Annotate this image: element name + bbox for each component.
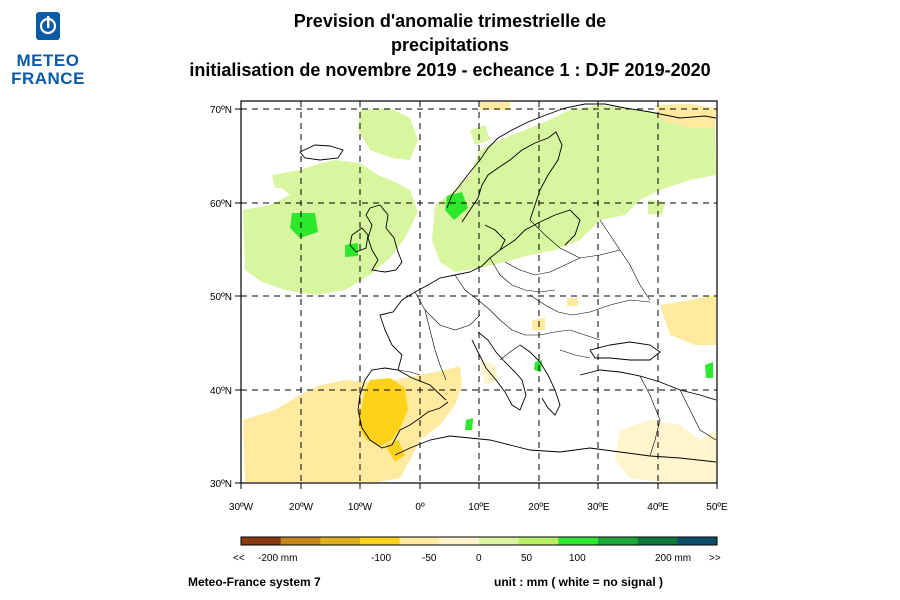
lon-label-0: 0º: [415, 502, 425, 513]
title-line-3: initialisation de novembre 2019 - echean…: [189, 60, 711, 80]
lon-label-30e: 30ºE: [587, 502, 609, 513]
colorbar-swatch: [637, 537, 678, 545]
lon-label-30w: 30ºW: [229, 502, 254, 513]
colorbar-swatch: [320, 537, 361, 545]
logo-emblem-icon: [36, 12, 60, 40]
colorbar-label-50: 50: [521, 553, 533, 564]
colorbar-label-200: 200 mm: [655, 553, 692, 564]
colorbar-swatch: [360, 537, 401, 545]
lon-label-10w: 10ºW: [348, 502, 373, 513]
country-borders: [397, 219, 717, 457]
colorbar-label-minus-50: -50: [422, 553, 437, 564]
colorbar-label-zero: 0: [476, 553, 482, 564]
colorbar-label-minus-200: -200 mm: [258, 553, 298, 564]
unit-note: unit : mm ( white = no signal ): [494, 575, 664, 589]
lat-label-30n: 30ºN: [210, 479, 232, 490]
colorbar-swatch: [439, 537, 480, 545]
lon-label-10e: 10ºE: [468, 502, 490, 513]
lon-label-20w: 20ºW: [289, 502, 314, 513]
lat-label-60n: 60ºN: [210, 199, 232, 210]
lat-label-70n: 70ºN: [210, 105, 232, 116]
colorbar-swatch: [558, 537, 599, 545]
logo-text-france: FRANCE: [11, 69, 85, 88]
meteo-france-logo: METEO FRANCE: [8, 8, 88, 90]
graticule: [241, 101, 717, 483]
colorbar-swatch: [677, 537, 718, 545]
lon-label-20e: 20ºE: [528, 502, 550, 513]
colorbar-frame: [240, 536, 718, 546]
model-name: Meteo-France system 7: [188, 575, 321, 589]
colorbar-swatch: [479, 537, 520, 545]
lat-label-50n: 50ºN: [210, 292, 232, 303]
anomaly-shading: [243, 102, 716, 482]
colorbar: [240, 536, 718, 546]
colorbar-label-100: 100: [569, 553, 586, 564]
lon-label-50e: 50ºE: [706, 502, 728, 513]
colorbar-left-arrow: <<: [233, 553, 245, 564]
latitude-labels: 30ºN 40ºN 50ºN 60ºN 70ºN: [210, 105, 232, 490]
colorbar-swatch: [399, 537, 440, 545]
tick-marks: [235, 108, 718, 489]
colorbar-swatch: [241, 537, 282, 545]
title-line-1: Prevision d'anomalie trimestrielle de: [293, 11, 607, 31]
lon-label-40e: 40ºE: [647, 502, 669, 513]
title-line-2: precipitations: [390, 35, 510, 55]
colorbar-label-minus-100: -100: [371, 553, 392, 564]
lat-label-40n: 40ºN: [210, 386, 232, 397]
colorbar-swatch: [518, 537, 559, 545]
logo-text-meteo: METEO: [16, 51, 80, 70]
colorbar-right-arrow: >>: [709, 553, 721, 564]
longitude-labels: 30ºW 20ºW 10ºW 0º 10ºE 20ºE 30ºE 40ºE 50…: [229, 502, 728, 513]
colorbar-swatch: [598, 537, 639, 545]
colorbar-swatch: [280, 537, 321, 545]
